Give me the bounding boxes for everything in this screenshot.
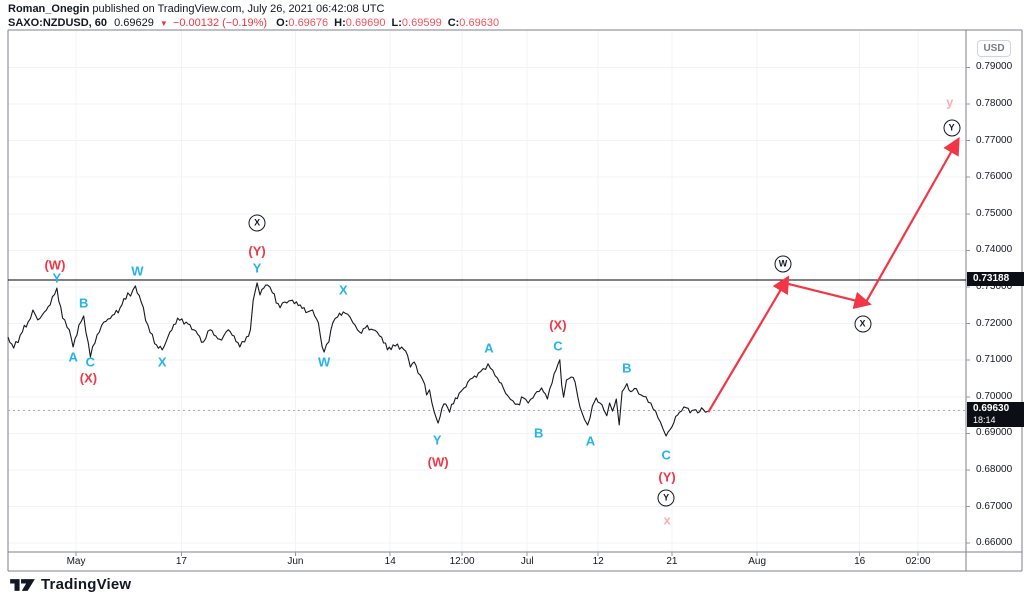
price-tick-label: 0.68000: [976, 464, 1013, 475]
price-tick-label: 0.76000: [976, 171, 1013, 183]
time-tick-label: Aug: [748, 556, 767, 567]
time-tick-label: 12:00: [449, 556, 475, 567]
price-tick-label: 0.71000: [976, 354, 1013, 366]
currency-toggle-button[interactable]: USD: [977, 40, 1011, 57]
time-tick-label: 14: [384, 556, 396, 567]
ohlc-label: C:: [447, 17, 460, 29]
time-axis[interactable]: May 17 Jun 14 12:00 Jul 12 21 Aug 16 02:00: [8, 552, 966, 571]
time-tick-label: 17: [175, 556, 187, 567]
time-tick-label: Jun: [287, 556, 304, 567]
level-price-value: 0.73188: [973, 273, 1010, 285]
ohlc-value: 0.69676: [288, 17, 329, 29]
ohlc-value: 0.69599: [401, 17, 442, 29]
ohlc-values: O:0.69676 H:0.69690 L:0.69599 C:0.69630: [270, 17, 499, 29]
current-price-tag: 0.69630 18:14: [967, 402, 1024, 428]
current-price-value: 0.69630: [973, 403, 1010, 415]
ohlc-value: 0.69690: [345, 17, 386, 29]
price-change: −0.00132 (−0.19%): [172, 17, 268, 29]
projection-arrow: [864, 137, 960, 304]
price-tick-label: 0.79000: [976, 61, 1013, 73]
bar-countdown: 18:14: [973, 415, 996, 426]
time-tick-label: 12: [592, 556, 604, 567]
time-tick-label: 16: [854, 556, 866, 567]
published-info: published on TradingView.com, July 26, 2…: [92, 3, 385, 15]
price-tick-label: 0.67000: [976, 500, 1013, 512]
price-tick-label: 0.73000: [976, 280, 1013, 292]
symbol-header: SAXO:NZDUSD, 60 0.69629 ▼ −0.00132 (−0.1…: [8, 17, 499, 29]
price-tick-label: 0.75000: [976, 207, 1013, 219]
price-tick-label: 0.66000: [976, 537, 1013, 549]
ohlc-value: 0.69630: [459, 17, 500, 29]
price-tick-label: 0.70000: [976, 390, 1013, 402]
time-tick-label: 02:00: [905, 556, 931, 567]
publish-header: Roman_Onegin published on TradingView.co…: [8, 3, 384, 15]
price-tick-label: 0.72000: [976, 317, 1013, 329]
price-series: [7, 282, 709, 437]
level-price-tag: 0.73188: [967, 272, 1024, 287]
time-tick-label: 21: [666, 556, 678, 567]
author-link[interactable]: Roman_Onegin: [8, 3, 90, 15]
last-price: 0.69629: [114, 17, 154, 29]
price-tick-label: 0.69000: [976, 427, 1013, 439]
price-down-triangle-icon: ▼: [159, 19, 168, 28]
ohlc-label: H:: [334, 17, 346, 29]
brand-footer: TradingView: [10, 576, 131, 593]
ohlc-label: O:: [276, 17, 289, 29]
symbol-interval: SAXO:NZDUSD, 60: [8, 17, 108, 29]
time-tick-label: May: [66, 556, 86, 567]
projection-arrow: [707, 275, 790, 413]
price-tick-label: 0.77000: [976, 134, 1013, 146]
tradingview-logo-icon[interactable]: [10, 577, 35, 593]
projection-arrow: [785, 282, 872, 309]
price-tick-label: 0.74000: [976, 244, 1013, 256]
ohlc-label: L:: [391, 17, 402, 29]
price-axis[interactable]: USD 0.73188 0.69630 18:14 0.79000 0.78000…: [966, 30, 1024, 552]
time-tick-label: Jul: [520, 556, 534, 567]
price-tick-label: 0.78000: [976, 97, 1013, 109]
tradingview-wordmark[interactable]: TradingView: [41, 576, 132, 593]
